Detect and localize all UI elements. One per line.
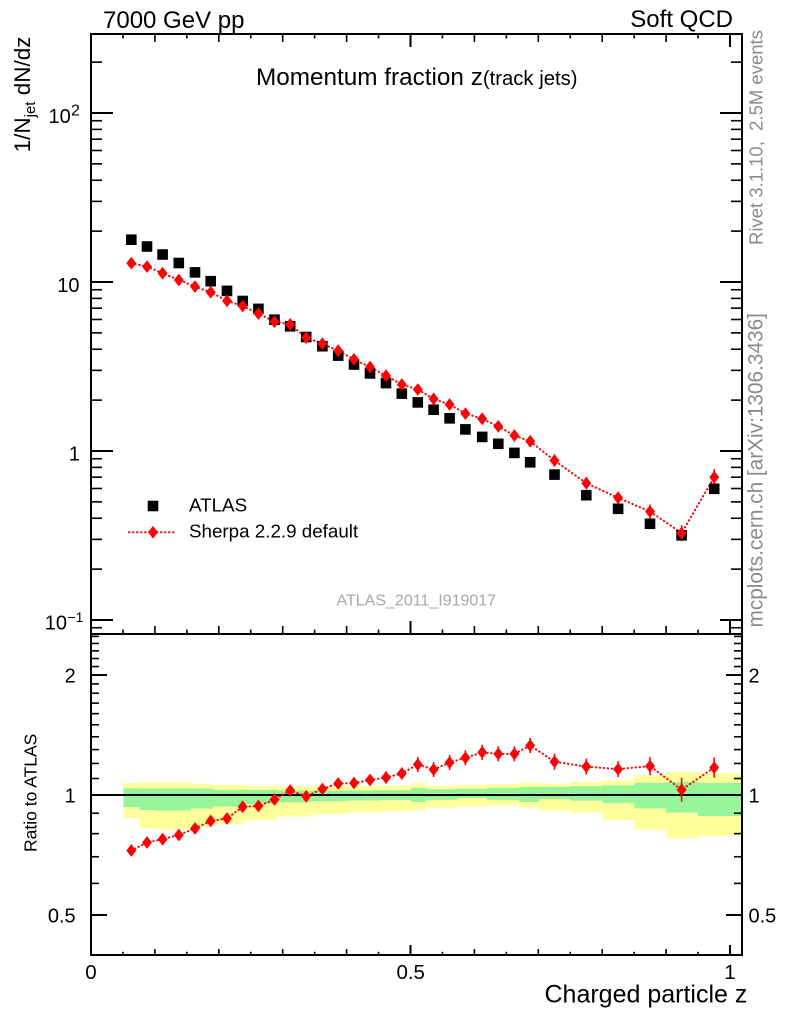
svg-text:7000 GeV pp: 7000 GeV pp bbox=[103, 7, 244, 34]
svg-text:Momentum fraction z(track jets: Momentum fraction z(track jets) bbox=[256, 64, 578, 91]
svg-text:10: 10 bbox=[57, 275, 79, 297]
svg-text:2: 2 bbox=[71, 103, 80, 120]
svg-text:2: 2 bbox=[65, 666, 76, 688]
svg-text:1: 1 bbox=[724, 961, 735, 984]
svg-text:10: 10 bbox=[45, 613, 67, 635]
svg-text:ATLAS_2011_I919017: ATLAS_2011_I919017 bbox=[337, 593, 497, 610]
svg-text:10: 10 bbox=[49, 106, 71, 128]
svg-text:Soft QCD: Soft QCD bbox=[630, 6, 733, 33]
svg-text:0: 0 bbox=[85, 961, 96, 984]
svg-text:ATLAS: ATLAS bbox=[189, 494, 247, 515]
svg-text:Ratio to ATLAS: Ratio to ATLAS bbox=[21, 734, 41, 852]
svg-text:1: 1 bbox=[749, 785, 760, 807]
svg-text:0.5: 0.5 bbox=[396, 961, 425, 984]
svg-text:−1: −1 bbox=[68, 609, 84, 625]
svg-text:Sherpa 2.2.9 default: Sherpa 2.2.9 default bbox=[189, 520, 359, 541]
svg-text:0.5: 0.5 bbox=[749, 906, 777, 928]
svg-text:1: 1 bbox=[69, 444, 80, 466]
svg-text:Rivet 3.1.10, 2.5M events: Rivet 3.1.10, 2.5M events bbox=[746, 30, 767, 245]
svg-text:2: 2 bbox=[749, 666, 760, 688]
svg-text:mcplots.cern.ch [arXiv:1306.34: mcplots.cern.ch [arXiv:1306.3436] bbox=[745, 313, 768, 627]
svg-text:0.5: 0.5 bbox=[48, 906, 76, 928]
svg-text:Charged particle z: Charged particle z bbox=[545, 980, 748, 1008]
svg-text:1: 1 bbox=[65, 785, 76, 807]
svg-text:1/Njet dN/dz: 1/Njet dN/dz bbox=[10, 37, 39, 153]
